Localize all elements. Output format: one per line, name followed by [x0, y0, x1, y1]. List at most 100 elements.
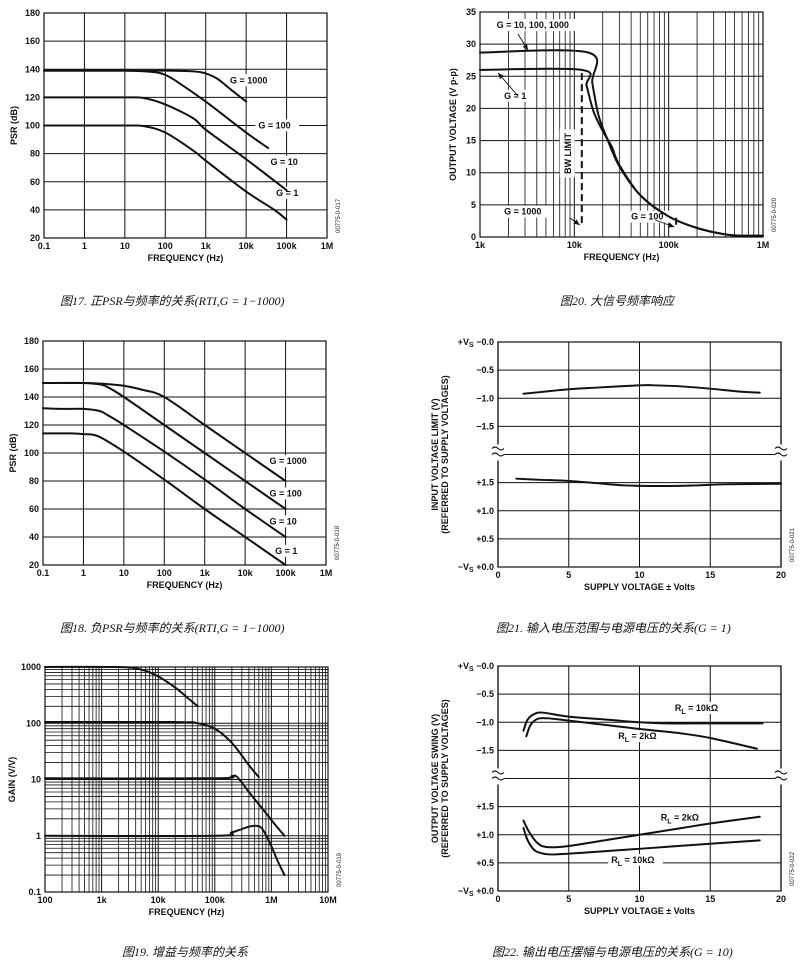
- fig18-ytick-label: 80: [29, 476, 39, 486]
- fig21-ytick-label: −VS +0.0: [458, 562, 494, 574]
- fig17-ytick-label: 120: [25, 92, 40, 102]
- fig19-ytick-label: 0.1: [28, 887, 41, 897]
- fig20-ytick-label: 0: [471, 232, 476, 242]
- fig20-arrow-g1-head: [498, 72, 504, 80]
- fig17-ytick-label: 140: [25, 64, 40, 74]
- fig17-ytick-label: 160: [25, 36, 40, 46]
- fig22-xtick-label: 20: [776, 894, 786, 904]
- fig22-ytick-label: +1.0: [476, 830, 494, 840]
- fig17-xtick-label: 10k: [239, 241, 255, 251]
- fig20-frame: [479, 11, 764, 238]
- fig21-ytick-label: −0.5: [476, 365, 494, 375]
- fig20-xtick-label: 10k: [567, 240, 583, 250]
- fig22-xtick-label: 5: [566, 894, 571, 904]
- fig19-xtick-label: 100: [37, 895, 52, 905]
- fig20-ytick-label: 10: [466, 168, 476, 178]
- chart-fig22: 0 5 10 15 20 SUPPLY VOLTAGE ± Volts +VS −0.0 −0…: [430, 661, 796, 916]
- fig17-ylabel: PSR (dB): [9, 106, 19, 145]
- fig20-annotation: G = 1000: [504, 207, 541, 217]
- fig19-ytick-label: 100: [26, 718, 41, 728]
- fig22-xtick-label: 15: [705, 894, 715, 904]
- fig17-ytick-label: 20: [30, 233, 40, 243]
- fig22-annotation: RL = 2kΩ: [618, 731, 656, 744]
- fig21-axis-break-icon: [491, 446, 505, 457]
- fig21-ytick-label: +0.5: [476, 534, 494, 544]
- chart-fig17: 0.1 1 10 100 1k 10k 100k 1M FREQUENCY (Hz) 20 40 60…: [9, 8, 342, 263]
- fig18-xtick-label: 100k: [276, 568, 297, 578]
- fig22-ytick-label: −VS +0.0: [458, 886, 494, 898]
- caption-fig17: 图17. 正PSR与频率的关系(RTI,G = 1−1000): [60, 294, 285, 308]
- fig18-annotation: G = 1000: [269, 456, 306, 466]
- fig21-ytick-label: −1.5: [476, 421, 494, 431]
- fig22-axis-break-icon: [774, 770, 788, 781]
- fig18-annotation-bg: [272, 544, 306, 557]
- fig18-frame: [42, 340, 327, 566]
- fig21-ylabel-2: (REFERRED TO SUPPLY VOLTAGES): [440, 375, 450, 534]
- fig17-series-2: [43, 96, 288, 192]
- fig22-series-3: [522, 827, 761, 856]
- fig20-ytick-label: 30: [466, 39, 476, 49]
- fig20-arrow-g100-head: [667, 222, 675, 228]
- fig18-series-3: [42, 432, 287, 566]
- fig18-figure-code: 00775-0-018: [335, 525, 341, 560]
- caption-fig21: 图21. 输入电压范围与电源电压的关系(G = 1): [496, 621, 731, 635]
- fig18-ytick-label: 180: [24, 336, 39, 346]
- fig20-annotation-bg: [628, 210, 672, 223]
- fig21-xtick-label: 5: [566, 570, 571, 580]
- fig17-ytick-label: 80: [30, 149, 40, 159]
- fig21-ytick-label: −1.0: [476, 393, 494, 403]
- fig19-figure-code: 00775-0-019: [337, 852, 343, 887]
- fig20-xtick-label: 1k: [475, 240, 486, 250]
- fig21-series-1: [515, 477, 782, 487]
- fig20-ytick-label: 20: [466, 103, 476, 113]
- fig20-arrow-g1000-head: [573, 219, 580, 225]
- fig22-ytick-label: +0.5: [476, 858, 494, 868]
- fig20-ytick-label: 25: [466, 71, 476, 81]
- fig21-xtick-label: 10: [634, 570, 644, 580]
- fig20-xtick-label: 100k: [659, 240, 680, 250]
- fig17-xtick-label: 100k: [277, 241, 298, 251]
- fig22-annotation-bg: [671, 702, 727, 714]
- fig17-ytick-label: 180: [25, 8, 40, 18]
- fig21-xtick-label: 0: [495, 570, 500, 580]
- fig22-series-0: [522, 711, 764, 732]
- fig19-series-1: [44, 720, 260, 779]
- fig22-axis-break-icon: [491, 770, 505, 781]
- chart-fig21: 0 5 10 15 20 SUPPLY VOLTAGE ± Volts +VS −0.0 −0…: [430, 337, 796, 592]
- fig22-series-1: [525, 717, 758, 750]
- fig18-ytick-label: 160: [24, 364, 39, 374]
- fig22-annotation: RL = 10kΩ: [675, 703, 718, 716]
- fig19-xtick-label: 1M: [265, 895, 278, 905]
- fig18-ytick-label: 60: [29, 504, 39, 514]
- caption-fig19: 图19. 增益与频率的关系: [122, 945, 249, 959]
- fig20-annotation: G = 1: [504, 91, 526, 101]
- fig18-xlabel: FREQUENCY (Hz): [147, 580, 223, 590]
- fig17-annotation: G = 100: [258, 120, 290, 130]
- fig17-series-1: [43, 69, 270, 149]
- fig17-annotation-bg: [255, 119, 300, 132]
- fig19-ytick-label: 1: [36, 831, 41, 841]
- fig17-xtick-label: 0.1: [38, 241, 51, 251]
- fig22-ytick-label: +1.5: [476, 802, 494, 812]
- fig22-ytick-label: −1.0: [476, 717, 494, 727]
- fig22-xtick-label: 0: [495, 894, 500, 904]
- fig20-annotation: G = 100: [631, 212, 663, 222]
- fig22-series-2: [522, 815, 761, 849]
- fig19-ytick-label: 10: [31, 775, 41, 785]
- fig17-ytick-label: 40: [30, 205, 40, 215]
- fig19-series-3: [44, 824, 286, 877]
- fig17-series-3: [43, 124, 288, 221]
- fig17-ytick-label: 100: [25, 121, 40, 131]
- fig18-xtick-label: 10: [119, 568, 129, 578]
- fig18-ytick-label: 100: [24, 448, 39, 458]
- fig18-annotation: G = 1: [275, 546, 297, 556]
- fig20-plot-area: [480, 12, 763, 237]
- fig22-ylabel: OUTPUT VOLTAGE SWING (V): [430, 714, 440, 843]
- fig19-xtick-label: 100k: [205, 895, 226, 905]
- fig17-annotation-bg: [267, 155, 306, 168]
- fig18-annotation-bg: [266, 515, 305, 528]
- fig19-series-2: [44, 774, 286, 837]
- fig19-frame: [44, 666, 329, 893]
- fig20-ylabel: OUTPUT VOLTAGE (V p-p): [448, 68, 458, 181]
- fig18-ytick-label: 40: [29, 532, 39, 542]
